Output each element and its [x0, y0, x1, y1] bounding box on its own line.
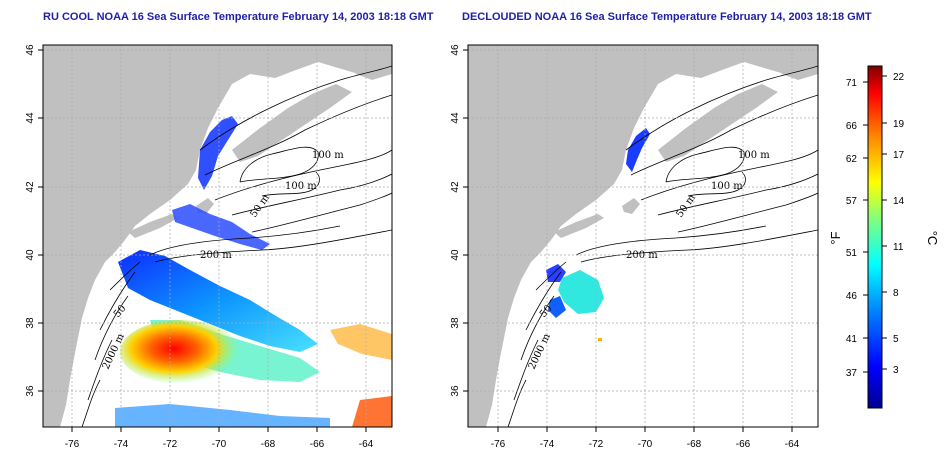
colorbar-c-tick: 8 — [893, 288, 899, 299]
right-y-tick: 36 — [450, 385, 461, 397]
left-x-tick: -64 — [359, 439, 374, 450]
colorbar-c-tick: 3 — [893, 365, 899, 376]
left-x-tick: -70 — [212, 439, 227, 450]
right-y-tick: 38 — [450, 317, 461, 329]
land-mass — [468, 45, 818, 427]
right-x-tick: -66 — [736, 439, 751, 450]
long-island — [128, 214, 178, 238]
nova-scotia — [232, 84, 352, 162]
nova-scotia — [658, 84, 778, 162]
left-y-tick: 40 — [25, 249, 36, 261]
colorbar-celsius-unit: °C — [925, 231, 940, 246]
left-x-tick: -66 — [310, 439, 325, 450]
colorbar-fahrenheit-unit: °F — [828, 231, 843, 244]
colorbar-c-tick: 19 — [893, 119, 905, 130]
colorbar-c-tick: 14 — [893, 196, 905, 207]
left-map-frame — [42, 44, 393, 428]
cape-cod — [622, 198, 640, 214]
right-x-tick: -68 — [687, 439, 702, 450]
colorbar-c-tick: 5 — [893, 334, 899, 345]
left-y-tick: 46 — [25, 44, 36, 56]
right-x-tick: -64 — [785, 439, 800, 450]
right-x-axis — [497, 427, 793, 432]
left-y-tick: 36 — [25, 385, 36, 397]
right-y-tick: 42 — [450, 181, 461, 193]
sst-gulf-stream-warm-core — [120, 320, 240, 384]
right-map-frame — [467, 44, 819, 428]
contour-label-100m-south: 100 m — [711, 181, 743, 192]
sst-south-band — [115, 404, 330, 427]
sst-warm-speck — [598, 338, 602, 341]
right-x-tick: -72 — [589, 439, 604, 450]
colorbar-c-tick: 11 — [893, 242, 904, 253]
colorbar-f-tick: 37 — [846, 368, 858, 379]
left-map-panel: 100 m 100 m 50 m 200 m 50 2000 m — [25, 44, 393, 450]
right-x-tick: -76 — [491, 439, 506, 450]
left-y-tick: 42 — [25, 181, 36, 193]
left-x-axis — [71, 427, 367, 432]
colorbar-f-tick: 51 — [846, 248, 858, 259]
left-x-tick: -68 — [261, 439, 276, 450]
sst-gulf-of-maine — [198, 116, 238, 190]
right-y-tick: 44 — [450, 112, 461, 124]
right-x-tick: -70 — [638, 439, 653, 450]
left-x-tick: -74 — [114, 439, 129, 450]
right-x-tick: -74 — [540, 439, 555, 450]
colorbar-c-tick: 22 — [893, 72, 905, 83]
bathymetry-contours — [507, 65, 818, 427]
contour-label-200m: 200 m — [626, 250, 658, 261]
contour-label-200m: 200 m — [200, 250, 232, 261]
right-y-axis — [463, 49, 468, 392]
contour-label-100m-north: 100 m — [738, 150, 770, 161]
sst-southeast-warm — [352, 396, 392, 427]
sst-cyan-patch — [558, 270, 604, 314]
sst-blue-edge — [548, 296, 566, 318]
colorbar-gradient — [867, 65, 883, 409]
right-map-title: DECLOUDED NOAA 16 Sea Surface Temperatur… — [462, 11, 872, 23]
land-mass — [43, 45, 392, 427]
right-y-tick: 40 — [450, 249, 461, 261]
contour-label-100m-south: 100 m — [285, 181, 317, 192]
left-x-tick: -72 — [163, 439, 178, 450]
colorbar-c-tick: 17 — [893, 150, 905, 161]
contour-label-2000m: 2000 m — [527, 332, 553, 372]
sst-shelf-patch — [546, 264, 566, 282]
contour-label-100m-north: 100 m — [312, 150, 344, 161]
left-y-tick: 38 — [25, 317, 36, 329]
bathymetry-contours — [81, 65, 392, 427]
left-x-tick: -76 — [65, 439, 80, 450]
right-map-panel: 100 m 100 m 50 m 200 m 50 2000 m — [450, 44, 819, 450]
cape-breton — [350, 52, 392, 80]
right-y-tick: 46 — [450, 44, 461, 56]
temperature-colorbar: 71 66 62 57 51 46 41 37 22 19 17 14 11 8… — [828, 65, 940, 409]
colorbar-f-tick: 41 — [846, 334, 858, 345]
colorbar-f-tick: 62 — [846, 154, 858, 165]
colorbar-f-tick: 57 — [846, 196, 858, 207]
colorbar-f-tick: 66 — [846, 121, 858, 132]
sst-east-warm-specks — [330, 324, 392, 360]
left-y-axis — [38, 49, 43, 392]
long-island — [554, 214, 604, 238]
colorbar-fahrenheit-ticks — [863, 81, 868, 373]
left-map-title: RU COOL NOAA 16 Sea Surface Temperature … — [43, 11, 434, 23]
left-y-tick: 44 — [25, 112, 36, 124]
colorbar-f-tick: 46 — [846, 291, 858, 302]
sst-gulf-of-maine — [626, 128, 650, 172]
cape-breton — [776, 52, 818, 80]
colorbar-celsius-ticks — [882, 75, 887, 370]
colorbar-f-tick: 71 — [846, 78, 858, 89]
